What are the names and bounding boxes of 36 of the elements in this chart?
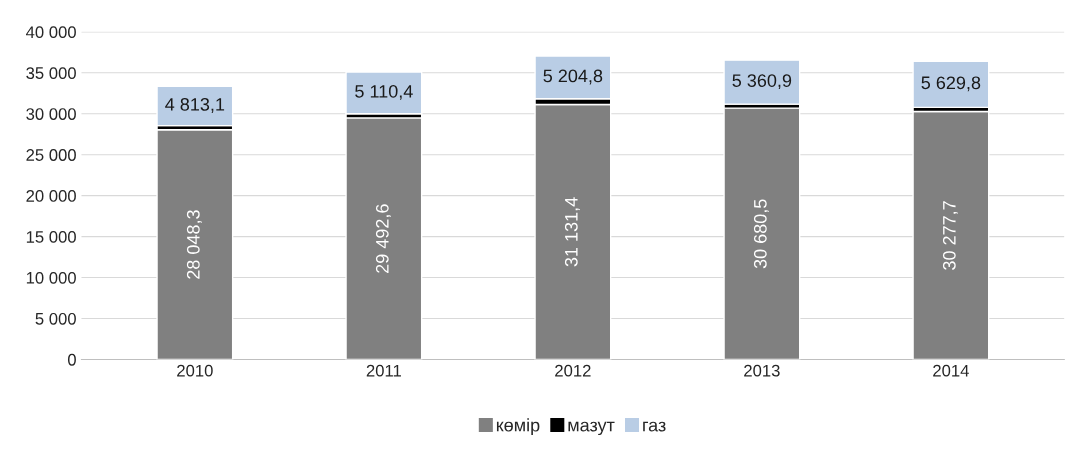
bar	[345, 117, 423, 360]
legend-label: мазут	[568, 421, 615, 436]
data-label: 4 813,1	[165, 97, 225, 113]
data-label: 5 360,9	[732, 74, 792, 90]
x-tick-label: 2013	[744, 364, 780, 377]
bar	[345, 71, 423, 115]
x-tick-label: 2014	[933, 364, 969, 377]
y-tick-label: 30 000	[26, 108, 76, 120]
y-tick-label: 15 000	[26, 231, 76, 243]
data-label: 5 629,8	[921, 76, 981, 92]
legend-label: газ	[643, 421, 666, 432]
data-label: 30 277,7	[942, 201, 958, 270]
x-tick-label: 2010	[177, 364, 213, 377]
bar	[534, 103, 612, 360]
y-tick-label: 35 000	[26, 67, 76, 79]
bar	[912, 110, 990, 360]
y-tick-label: 20 000	[26, 190, 76, 202]
bar	[912, 60, 990, 109]
bar	[723, 107, 801, 360]
bar	[723, 59, 801, 105]
y-tick-label: 40 000	[26, 26, 76, 39]
bar	[156, 85, 234, 127]
legend-label: көмір	[496, 418, 540, 436]
y-tick-label: 0	[67, 353, 76, 366]
x-tick-label: 2011	[366, 364, 401, 377]
data-label: 31 131,4	[564, 197, 580, 267]
bar	[156, 129, 234, 360]
data-label: 29 492,6	[375, 204, 391, 273]
data-label: 30 680,5	[753, 199, 769, 269]
data-label: 5 110,4	[355, 84, 413, 100]
y-tick-label: 25 000	[26, 149, 76, 161]
data-label: 28 048,3	[186, 210, 202, 279]
y-tick-label: 10 000	[26, 271, 76, 284]
data-label: 5 204,8	[543, 69, 603, 85]
y-tick-label: 5 000	[35, 312, 76, 325]
x-tick-label: 2012	[555, 364, 591, 377]
